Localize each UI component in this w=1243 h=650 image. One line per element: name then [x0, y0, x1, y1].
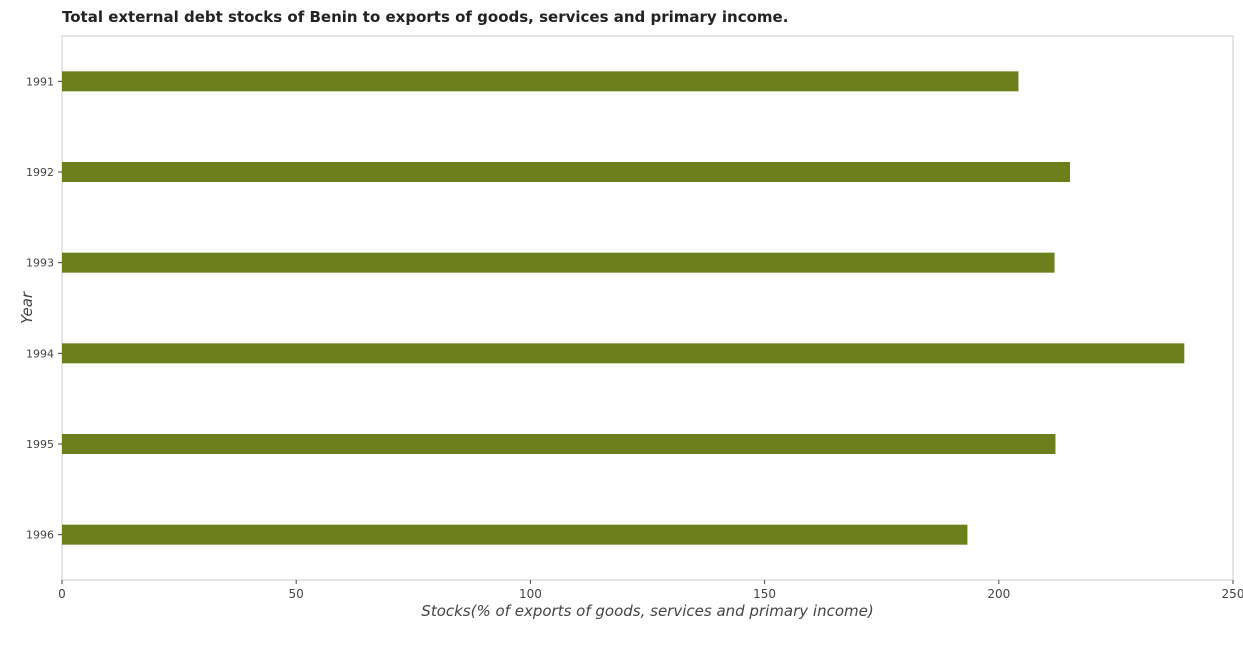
- bar-1994: [62, 343, 1185, 364]
- bar-1995: [62, 434, 1056, 454]
- x-tick-label-100: 100: [519, 587, 542, 601]
- x-axis-label: Stocks(% of exports of goods, services a…: [421, 602, 873, 620]
- plot-frame: [61, 35, 1234, 581]
- x-tick-label-150: 150: [753, 587, 776, 601]
- bar-1992: [62, 162, 1070, 182]
- y-tick-label-1992: 1992: [26, 166, 54, 179]
- x-tick-label-0: 0: [58, 587, 66, 601]
- y-tick-label-1991: 1991: [26, 75, 54, 88]
- x-tick-label-50: 50: [289, 587, 304, 601]
- chart-title: Total external debt stocks of Benin to e…: [62, 8, 789, 26]
- y-tick-label-1995: 1995: [26, 438, 54, 451]
- y-tick-label-1994: 1994: [26, 347, 54, 360]
- x-tick-label-200: 200: [987, 587, 1010, 601]
- y-tick-label-1993: 1993: [26, 257, 54, 270]
- x-tick-label-250: 250: [1222, 587, 1243, 601]
- bar-1993: [62, 252, 1055, 273]
- bar-1996: [62, 524, 968, 545]
- y-tick-label-1996: 1996: [26, 529, 54, 542]
- y-axis-label: Year: [18, 291, 36, 324]
- bar-1991: [62, 71, 1019, 92]
